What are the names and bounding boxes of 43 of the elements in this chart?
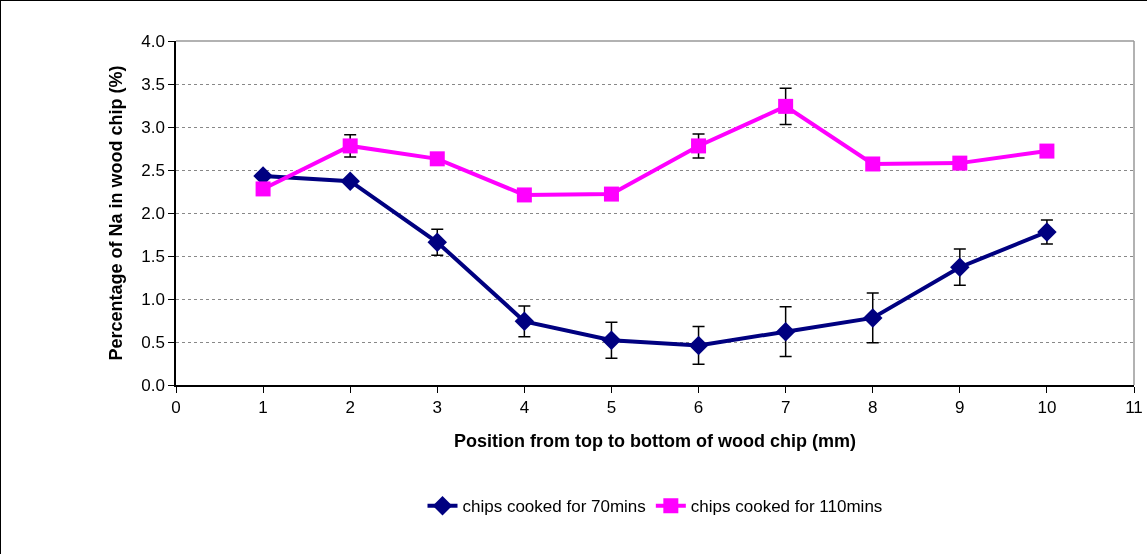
point	[342, 138, 358, 154]
point	[775, 321, 796, 342]
x-axis-title: Position from top to bottom of wood chip (mm)	[454, 430, 856, 451]
x-tick-label: 7	[780, 398, 791, 418]
y-tick-label: 1.5	[141, 246, 165, 266]
point	[603, 186, 619, 202]
point	[691, 138, 707, 154]
point	[778, 98, 794, 114]
x-tick-label: 9	[955, 398, 965, 418]
y-tick-label: 2.0	[141, 203, 165, 223]
x-tick-label: 0	[171, 398, 181, 418]
y-axis-title: Percentage of Na in wood chip (%)	[105, 65, 126, 361]
point	[516, 187, 532, 203]
point	[1039, 143, 1055, 159]
x-tick-label: 1	[258, 398, 268, 418]
point	[952, 155, 968, 171]
point	[950, 257, 970, 277]
point	[340, 171, 360, 191]
point	[514, 311, 535, 332]
y-tick-label: 1.0	[141, 289, 165, 309]
y-tick-label: 0.0	[141, 375, 165, 395]
point	[427, 232, 448, 252]
legend-label: chips cooked for 110mins	[690, 497, 883, 517]
x-tick-label: 2	[345, 398, 355, 418]
y-tick-label: 3.0	[141, 117, 165, 137]
point	[601, 330, 622, 351]
x-tick-label: 4	[519, 398, 530, 418]
point	[429, 151, 445, 167]
point	[688, 335, 709, 356]
x-tick-label: 6	[693, 398, 704, 418]
y-tick-label: 3.5	[141, 74, 165, 94]
x-tick-label: 11	[1125, 398, 1143, 418]
legend-label: chips cooked for 70mins	[462, 497, 646, 517]
x-tick-label: 3	[432, 398, 442, 418]
x-tick-label: 5	[606, 398, 617, 418]
x-tick-label: 10	[1037, 398, 1057, 418]
point	[862, 308, 883, 328]
y-tick-label: 4.0	[141, 31, 165, 51]
y-tick-label: 2.5	[141, 160, 165, 180]
y-tick-label: 0.5	[141, 332, 165, 352]
point	[255, 181, 271, 197]
point	[865, 156, 881, 172]
x-tick-label: 8	[868, 398, 878, 418]
